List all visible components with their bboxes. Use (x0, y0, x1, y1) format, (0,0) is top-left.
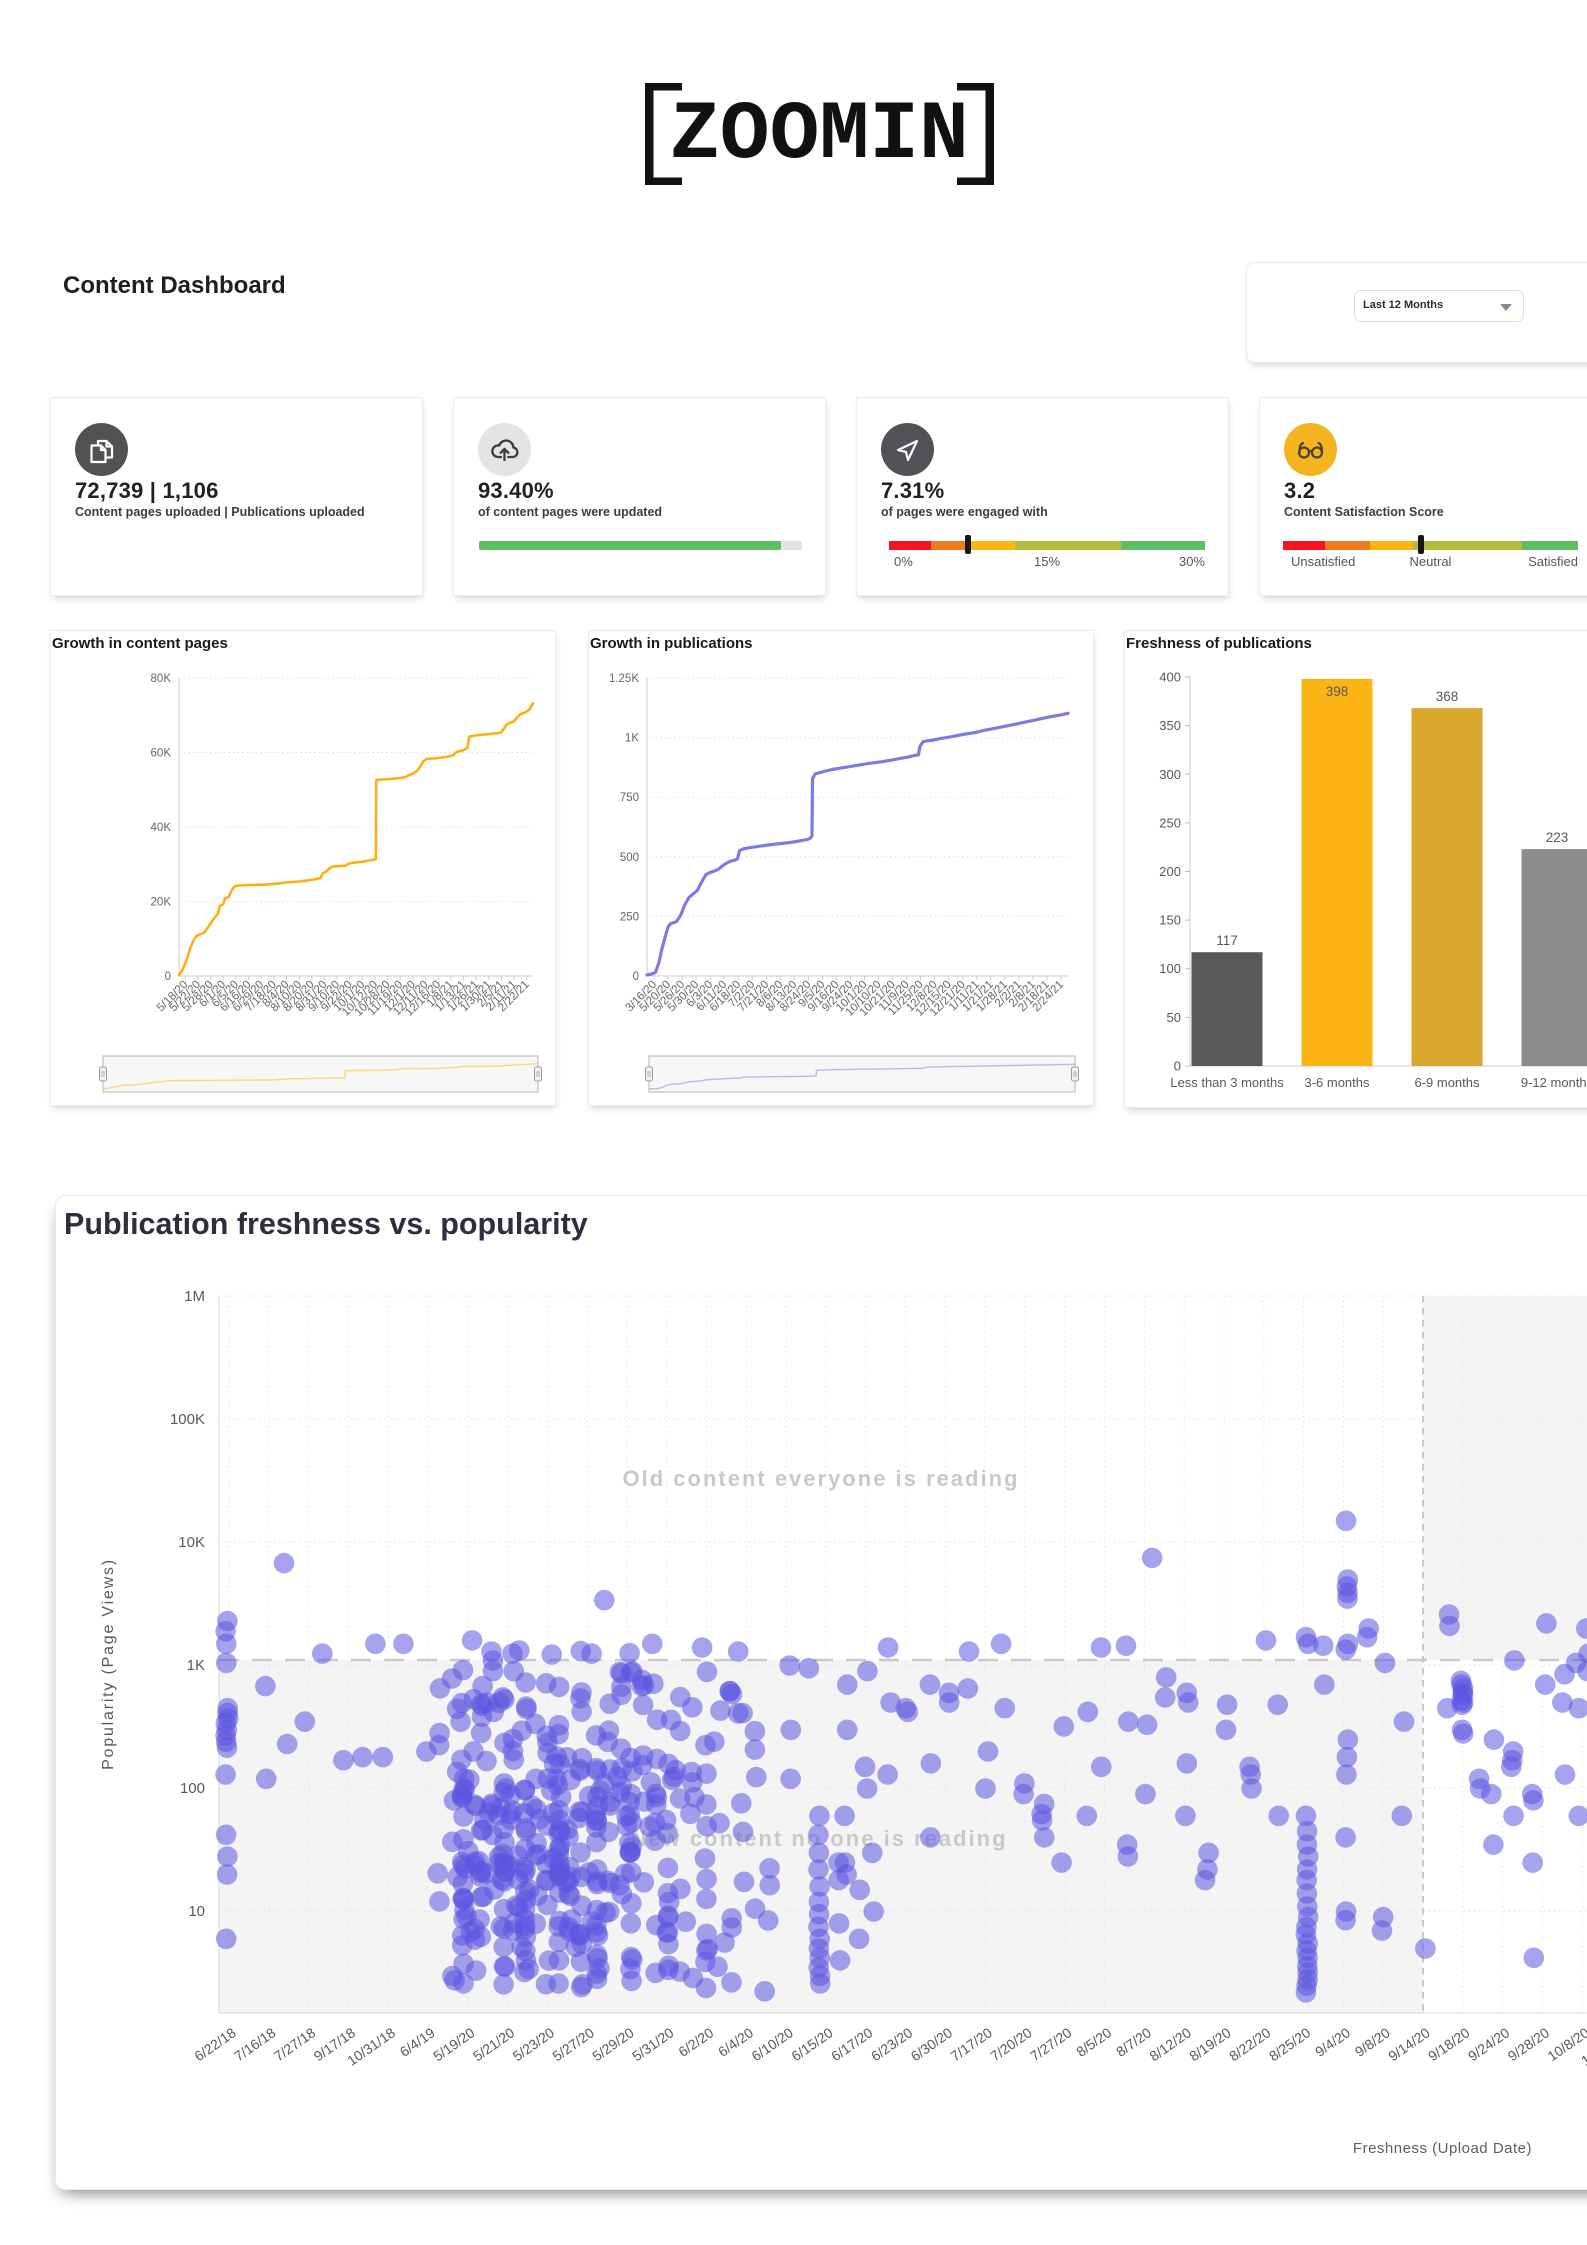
svg-text:8/5/20: 8/5/20 (1073, 2024, 1114, 2060)
svg-text:7/27/18: 7/27/18 (271, 2024, 319, 2064)
svg-text:9-12 months: 9-12 months (1521, 1075, 1587, 1090)
svg-text:40K: 40K (151, 822, 172, 834)
svg-text:5/31/20: 5/31/20 (629, 2024, 677, 2064)
svg-text:10: 10 (188, 1903, 205, 1920)
svg-text:9/14/20: 9/14/20 (1385, 2024, 1433, 2064)
svg-text:250: 250 (1159, 815, 1181, 830)
svg-text:Less than 3 months: Less than 3 months (1170, 1075, 1284, 1090)
svg-text:6/10/20: 6/10/20 (748, 2024, 796, 2064)
svg-text:5/21/20: 5/21/20 (470, 2024, 518, 2064)
svg-text:750: 750 (620, 792, 639, 804)
svg-text:300: 300 (1159, 767, 1181, 782)
svg-text:3-6 months: 3-6 months (1304, 1075, 1370, 1090)
svg-text:100K: 100K (170, 1411, 205, 1428)
svg-text:368: 368 (1436, 689, 1459, 704)
svg-text:8/19/20: 8/19/20 (1186, 2024, 1234, 2064)
svg-text:20K: 20K (151, 897, 172, 909)
svg-text:ZOOMIN: ZOOMIN (670, 88, 969, 182)
svg-text:5/27/20: 5/27/20 (549, 2024, 597, 2064)
svg-text:6/2/20: 6/2/20 (675, 2024, 716, 2060)
svg-text:1M: 1M (184, 1288, 205, 1305)
svg-text:100: 100 (1159, 961, 1181, 976)
svg-text:6/15/20: 6/15/20 (788, 2024, 836, 2064)
svg-text:0: 0 (633, 971, 639, 983)
svg-text:5/23/20: 5/23/20 (510, 2024, 558, 2064)
svg-text:1.25K: 1.25K (609, 673, 639, 685)
svg-text:80K: 80K (151, 673, 172, 685)
svg-text:1K: 1K (625, 733, 639, 745)
svg-text:150: 150 (1159, 913, 1181, 928)
svg-text:6/23/20: 6/23/20 (868, 2024, 916, 2064)
svg-text:6/17/20: 6/17/20 (828, 2024, 876, 2064)
svg-text:Popularity (Page Views): Popularity (Page Views) (100, 1558, 117, 1770)
svg-text:7/27/20: 7/27/20 (1027, 2024, 1075, 2064)
svg-text:398: 398 (1326, 684, 1349, 699)
svg-text:400: 400 (1159, 670, 1181, 685)
svg-text:10K: 10K (178, 1534, 205, 1551)
svg-text:9/28/20: 9/28/20 (1505, 2024, 1553, 2064)
svg-text:9/24/20: 9/24/20 (1465, 2024, 1513, 2064)
svg-text:6-9 months: 6-9 months (1414, 1075, 1480, 1090)
svg-text:1K: 1K (187, 1657, 205, 1674)
svg-text:7/16/18: 7/16/18 (231, 2024, 279, 2064)
svg-text:500: 500 (620, 852, 639, 864)
svg-text:0: 0 (1174, 1059, 1181, 1074)
svg-text:50: 50 (1167, 1010, 1181, 1025)
svg-text:100: 100 (180, 1780, 205, 1797)
svg-text:200: 200 (1159, 864, 1181, 879)
svg-text:7/20/20: 7/20/20 (987, 2024, 1035, 2064)
svg-text:8/25/20: 8/25/20 (1266, 2024, 1314, 2064)
svg-text:60K: 60K (151, 748, 172, 760)
svg-text:5/19/20: 5/19/20 (430, 2024, 478, 2064)
svg-text:9/4/20: 9/4/20 (1312, 2024, 1353, 2060)
svg-text:6/30/20: 6/30/20 (908, 2024, 956, 2064)
svg-text:7/17/20: 7/17/20 (947, 2024, 995, 2064)
svg-text:250: 250 (620, 911, 639, 923)
svg-text:8/12/20: 8/12/20 (1146, 2024, 1194, 2064)
svg-text:Freshness (Upload Date): Freshness (Upload Date) (1353, 2140, 1532, 2157)
svg-text:8/22/20: 8/22/20 (1226, 2024, 1274, 2064)
svg-text:223: 223 (1546, 830, 1569, 845)
svg-text:9/18/20: 9/18/20 (1425, 2024, 1473, 2064)
svg-text:5/29/20: 5/29/20 (589, 2024, 637, 2064)
svg-text:0: 0 (165, 971, 171, 983)
svg-text:117: 117 (1216, 933, 1238, 948)
svg-text:Old content everyone is readin: Old content everyone is reading (623, 1466, 1020, 1491)
svg-text:6/22/18: 6/22/18 (191, 2024, 239, 2064)
svg-text:350: 350 (1159, 718, 1181, 733)
